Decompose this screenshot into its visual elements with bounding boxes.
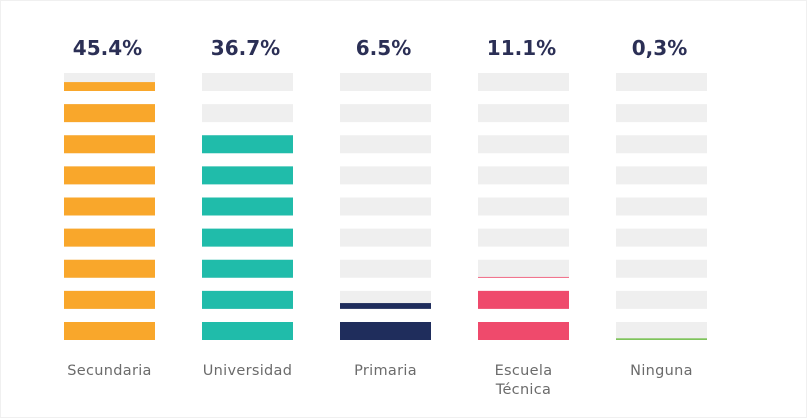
- segment-background: [616, 197, 707, 216]
- segment-background: [616, 104, 707, 123]
- segment-background: [478, 135, 569, 154]
- segment-background: [616, 135, 707, 154]
- segment-background: [478, 166, 569, 185]
- segment-background: [478, 104, 569, 123]
- bar-fill: [616, 338, 707, 340]
- segment-background: [616, 166, 707, 185]
- segment-background: [478, 197, 569, 216]
- segment-background: [478, 73, 569, 91]
- category-label: Secundaria: [67, 363, 152, 379]
- category-label: Primaria: [354, 363, 417, 379]
- segment-background: [202, 73, 293, 91]
- value-label: 45.4%: [73, 36, 142, 60]
- bar-fill: [64, 82, 155, 340]
- segment-background: [340, 104, 431, 123]
- value-label: 0,3%: [632, 36, 687, 60]
- segment-background: [340, 259, 431, 278]
- segment-background: [478, 259, 569, 278]
- segment-background: [478, 228, 569, 247]
- segment-background: [340, 197, 431, 216]
- segment-background: [616, 322, 707, 340]
- segment-background: [616, 259, 707, 278]
- category-label: Ninguna: [630, 363, 693, 379]
- segment-background: [340, 73, 431, 91]
- segment-background: [616, 290, 707, 309]
- segment-background: [340, 135, 431, 154]
- segment-background: [202, 104, 293, 123]
- segment-background: [616, 228, 707, 247]
- segment-background: [616, 73, 707, 91]
- value-label: 36.7%: [211, 36, 280, 60]
- segment-background: [340, 228, 431, 247]
- bar: [616, 338, 707, 340]
- bar: [64, 82, 155, 340]
- category-label: Escuela Técnica: [494, 363, 553, 398]
- segment-background: [340, 166, 431, 185]
- value-label: 6.5%: [356, 36, 411, 60]
- value-label: 11.1%: [487, 36, 556, 60]
- category-label: Universidad: [202, 363, 293, 379]
